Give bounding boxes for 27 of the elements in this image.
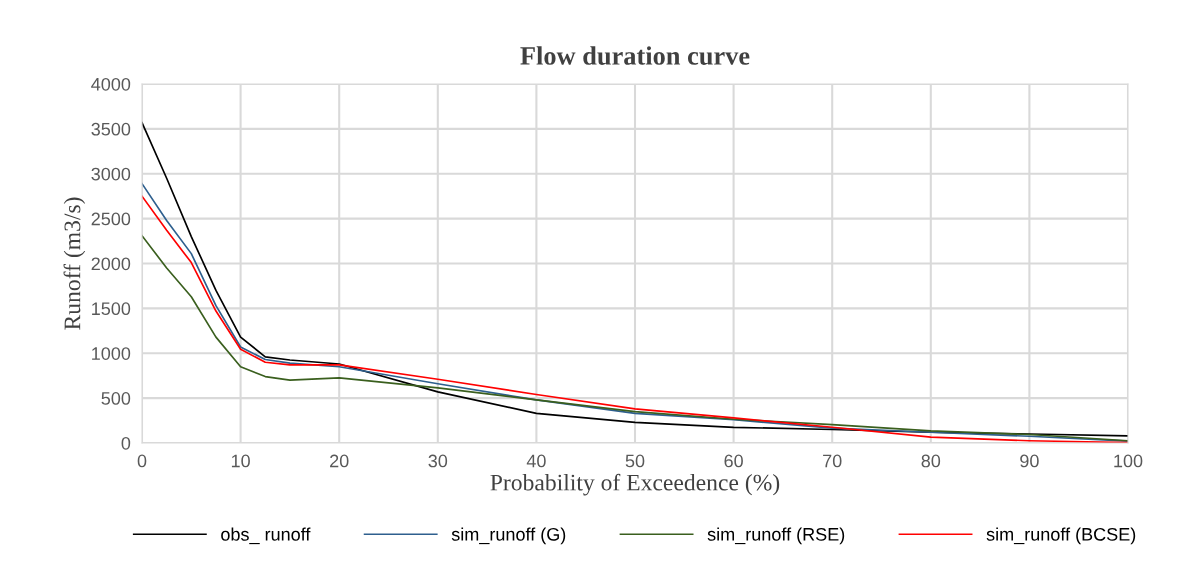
x-tick-label: 20 (330, 454, 349, 468)
x-tick-label: 40 (526, 454, 546, 468)
chart-title: Flow duration curve (520, 46, 750, 65)
legend-label: sim_runoff (G) (451, 527, 566, 545)
legend-label: sim_runoff (BCSE) (986, 527, 1136, 545)
y-tick-label: 1000 (92, 347, 131, 360)
x-tick-label: 30 (428, 454, 448, 468)
y-tick-label: 4000 (91, 77, 131, 91)
y-tick-label: 1500 (92, 302, 131, 316)
legend-label: obs_ runoff (221, 527, 311, 545)
y-tick-label: 3000 (91, 167, 131, 181)
y-tick-label: 2500 (91, 212, 131, 226)
x-tick-label: 70 (823, 454, 842, 468)
x-tick-label: 60 (724, 454, 743, 468)
y-tick-label: 500 (101, 392, 131, 405)
x-tick-label: 0 (137, 454, 147, 468)
x-tick-label: 100 (1114, 454, 1143, 468)
x-tick-label: 80 (921, 454, 941, 468)
x-tick-label: 10 (231, 454, 250, 468)
y-tick-label: 2000 (91, 257, 131, 271)
legend-label: sim_runoff (RSE) (707, 527, 845, 545)
x-axis-title: Probability of Exceedence (%) (490, 473, 780, 496)
y-tick-label: 0 (121, 436, 131, 450)
x-tick-label: 90 (1020, 454, 1039, 468)
y-tick-label: 3500 (91, 122, 131, 136)
x-tick-label: 50 (625, 454, 645, 468)
y-axis-title: Runoff (m3/s) (63, 197, 86, 330)
